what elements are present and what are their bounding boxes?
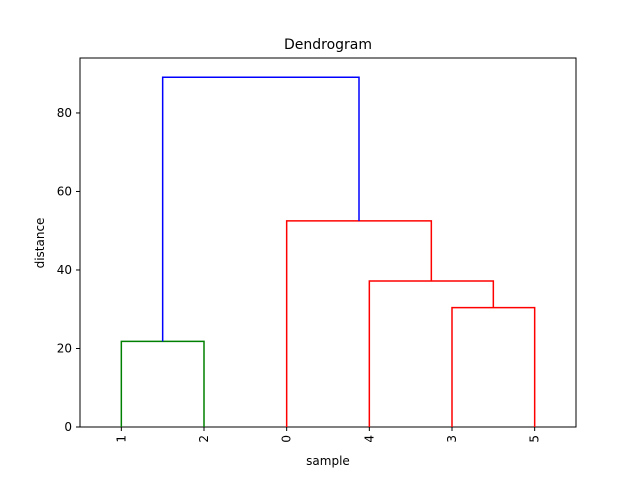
x-tick-label-2: 2 (197, 435, 211, 443)
plot-frame (79, 57, 577, 428)
dendrogram-link-merge-4-35 (368, 280, 495, 427)
x-axis-label: sample (306, 454, 350, 468)
x-tick-label-4: 4 (362, 435, 376, 443)
y-tick-label-20: 20 (57, 341, 72, 355)
y-axis: 0 20 40 60 80 (57, 106, 80, 434)
y-axis-label: distance (33, 218, 47, 269)
x-tick-label-5: 5 (528, 435, 542, 443)
dendrogram-link-merge-root (161, 76, 360, 342)
y-tick-label-0: 0 (64, 420, 72, 434)
y-tick-label-40: 40 (57, 263, 72, 277)
dendrogram-link-merge-3-5 (451, 306, 536, 427)
y-tick-label-60: 60 (57, 184, 72, 198)
x-tick-label-1: 1 (114, 435, 128, 443)
x-axis: 1 2 0 4 3 5 (114, 427, 542, 443)
x-tick-label-3: 3 (445, 435, 459, 443)
y-tick-label-80: 80 (57, 106, 72, 120)
dendrogram-link-merge-1-2 (120, 340, 205, 427)
dendrogram-link-merge-0-435 (285, 220, 433, 427)
dendrogram-links (120, 76, 536, 427)
x-tick-label-0: 0 (280, 435, 294, 443)
chart-title: Dendrogram (284, 37, 372, 53)
